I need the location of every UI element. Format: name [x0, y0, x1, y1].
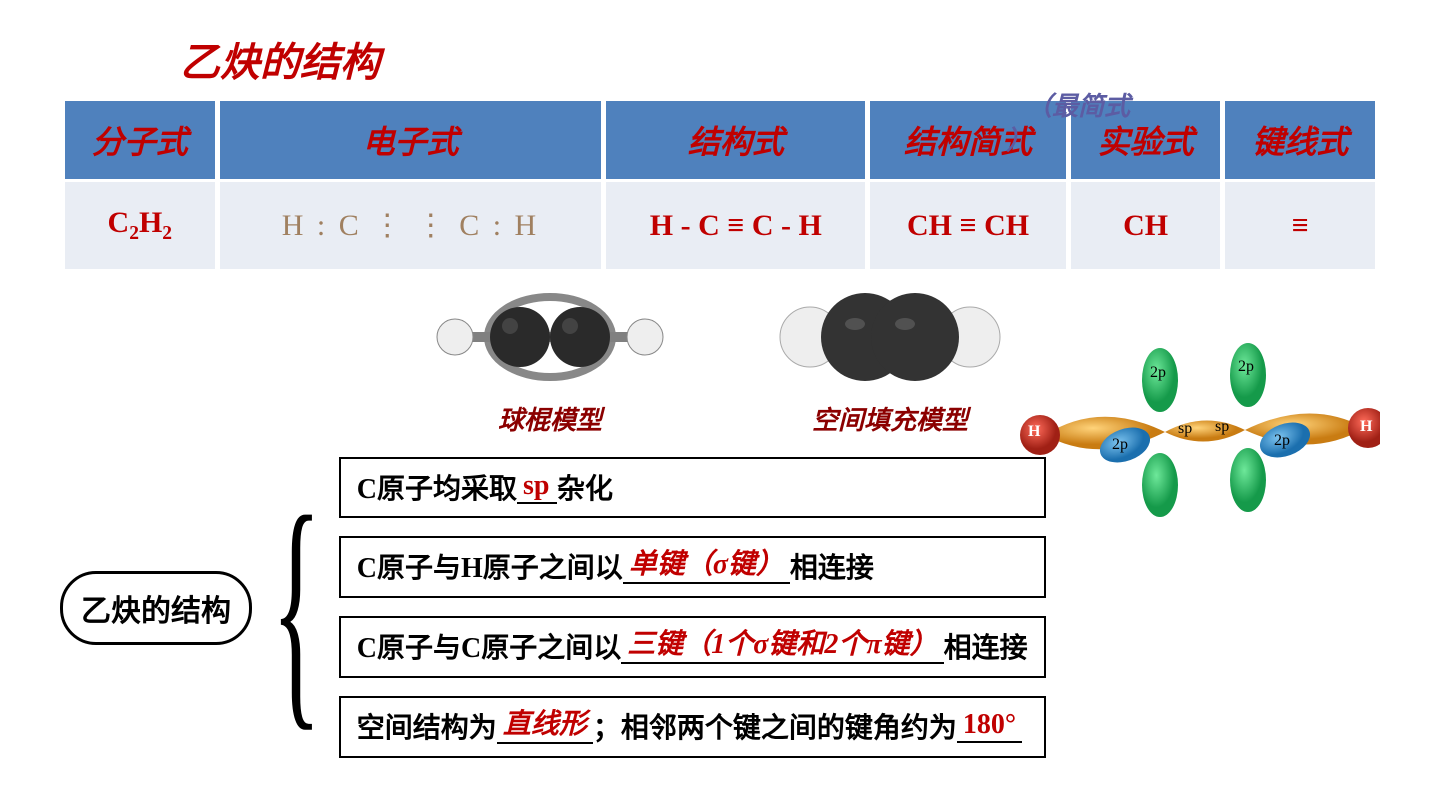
info-boxes: C原子均采取sp杂化 C原子与H原子之间以单键（σ键）相连接 C原子与C原子之间… [339, 457, 1046, 758]
ballstick-label: 球棍模型 [498, 400, 602, 437]
orb-2p-3: 2p [1112, 436, 1128, 454]
info-row-3: C原子与C原子之间以三键（1个σ键和2个π键）相连接 [339, 616, 1046, 678]
th-line: 键线式 [1225, 101, 1375, 179]
note-close-bracket: ） [1006, 120, 1032, 157]
th-molecular: 分子式 [65, 101, 215, 179]
spacefill-label: 空间填充模型 [812, 400, 968, 437]
ballstick-svg [420, 282, 680, 392]
note-open-bracket: （最简式 [1026, 86, 1130, 123]
orb-sp-2: sp [1215, 418, 1229, 436]
orb-sp-1: sp [1178, 420, 1192, 438]
td-lewis: H : C ⋮ ⋮ C : H [220, 182, 602, 269]
info-row-2: C原子与H原子之间以单键（σ键）相连接 [339, 536, 1046, 598]
td-empirical: CH [1071, 182, 1221, 269]
orb-2p-2: 2p [1238, 358, 1254, 376]
orb-h-left: H [1028, 423, 1040, 441]
brace-icon: { [271, 478, 321, 738]
orbital-diagram: H H sp sp 2p 2p 2p 2p [1020, 340, 1380, 520]
ballstick-group: 球棍模型 [420, 282, 680, 437]
info-row-1: C原子均采取sp杂化 [339, 457, 1046, 518]
spacefill-svg [760, 282, 1020, 392]
page-title: 乙炔的结构 [180, 30, 1380, 88]
th-structural: 结构式 [606, 101, 865, 179]
th-lewis: 电子式 [220, 101, 602, 179]
info-row-4: 空间结构为直线形；相邻两个键之间的键角约为180° [339, 696, 1046, 758]
td-line: ≡ [1225, 182, 1375, 269]
orb-2p-4: 2p [1274, 432, 1290, 450]
formula-table: 分子式 电子式 结构式 结构简式 实验式 键线式 C2H2 H : C ⋮ ⋮ … [60, 98, 1380, 272]
topic-bubble: 乙炔的结构 [60, 571, 252, 645]
orb-h-right: H [1360, 418, 1372, 436]
td-molecular: C2H2 [65, 182, 215, 269]
orb-2p-1: 2p [1150, 364, 1166, 382]
spacefill-group: 空间填充模型 [760, 282, 1020, 437]
td-structural: H - C ≡ C - H [606, 182, 865, 269]
td-condensed: CH ≡ CH [870, 182, 1066, 269]
